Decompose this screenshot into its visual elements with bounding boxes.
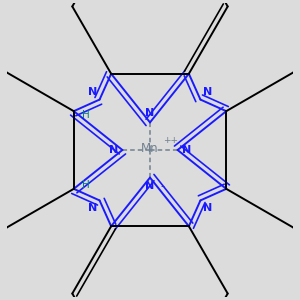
Text: -: - [161,181,165,191]
Text: H: H [82,180,90,190]
Text: N: N [203,87,212,97]
Text: N: N [88,203,97,213]
Text: N: N [203,203,212,213]
Text: N: N [109,145,118,155]
Text: ++: ++ [163,136,178,145]
Text: N: N [146,108,154,118]
Text: N: N [182,145,191,155]
Text: N: N [146,181,154,191]
Text: H: H [82,110,90,120]
Text: N: N [88,87,97,97]
Text: Mn: Mn [141,142,159,155]
